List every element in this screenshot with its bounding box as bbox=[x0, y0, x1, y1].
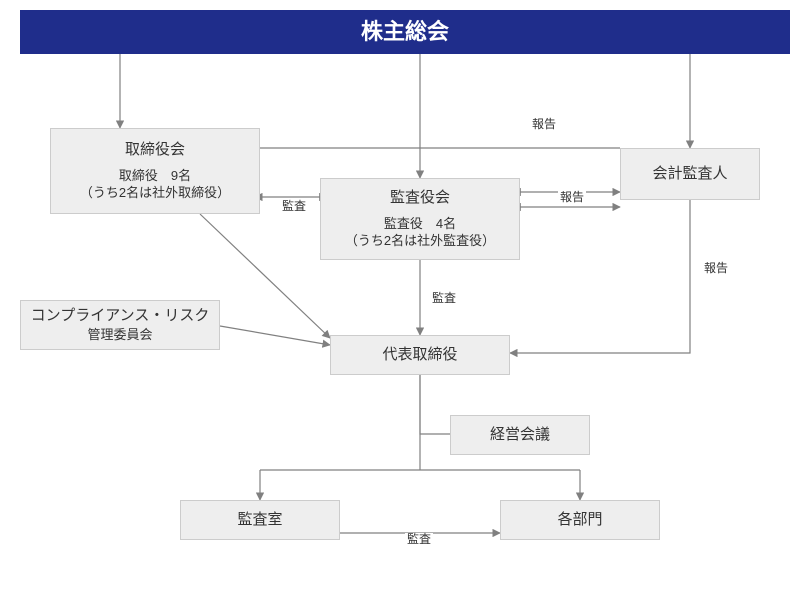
node-shareholders-meeting: 株主総会 bbox=[20, 10, 790, 54]
node-title: 取締役会 bbox=[125, 140, 185, 160]
node-accounting-auditor: 会計監査人 bbox=[620, 148, 760, 200]
node-title: コンプライアンス・リスク bbox=[31, 306, 210, 326]
node-title: 監査役会 bbox=[390, 188, 450, 208]
node-management-meeting: 経営会議 bbox=[450, 415, 590, 455]
edge-label-e9: 監査 bbox=[430, 292, 458, 304]
node-title: 代表取締役 bbox=[382, 345, 457, 365]
governance-diagram: 株主総会 取締役会 取締役 9名 （うち2名は社外取締役） 監査役会 監査役 4… bbox=[0, 0, 810, 600]
node-representative-director: 代表取締役 bbox=[330, 335, 510, 375]
node-title: 各部門 bbox=[557, 510, 602, 530]
node-audit-office: 監査室 bbox=[180, 500, 340, 540]
node-subtitle2: （うち2名は社外監査役） bbox=[345, 232, 495, 250]
edge-label-e4: 報告 bbox=[530, 118, 558, 130]
node-subtitle: 監査役 4名 bbox=[384, 215, 456, 233]
edge-e11 bbox=[220, 326, 330, 345]
node-subtitle: 取締役 9名 bbox=[119, 167, 191, 185]
edge-label-e8: 報告 bbox=[702, 262, 730, 274]
edge-e8 bbox=[510, 200, 690, 353]
node-title: 株主総会 bbox=[361, 17, 449, 47]
node-title: 会計監査人 bbox=[652, 164, 727, 184]
node-compliance-committee: コンプライアンス・リスク 管理委員会 bbox=[20, 300, 220, 350]
edge-label-e6: 報告 bbox=[558, 191, 586, 203]
edge-label-e5: 監査 bbox=[280, 200, 308, 212]
node-title: 経営会議 bbox=[490, 425, 550, 445]
node-title: 監査室 bbox=[237, 510, 282, 530]
edge-label-e17: 監査 bbox=[405, 533, 433, 545]
node-subtitle: 管理委員会 bbox=[87, 326, 152, 344]
edge-e12 bbox=[420, 375, 450, 434]
node-board-of-directors: 取締役会 取締役 9名 （うち2名は社外取締役） bbox=[50, 128, 260, 214]
node-audit-board: 監査役会 監査役 4名 （うち2名は社外監査役） bbox=[320, 178, 520, 260]
node-subtitle2: （うち2名は社外取締役） bbox=[80, 184, 230, 202]
node-departments: 各部門 bbox=[500, 500, 660, 540]
